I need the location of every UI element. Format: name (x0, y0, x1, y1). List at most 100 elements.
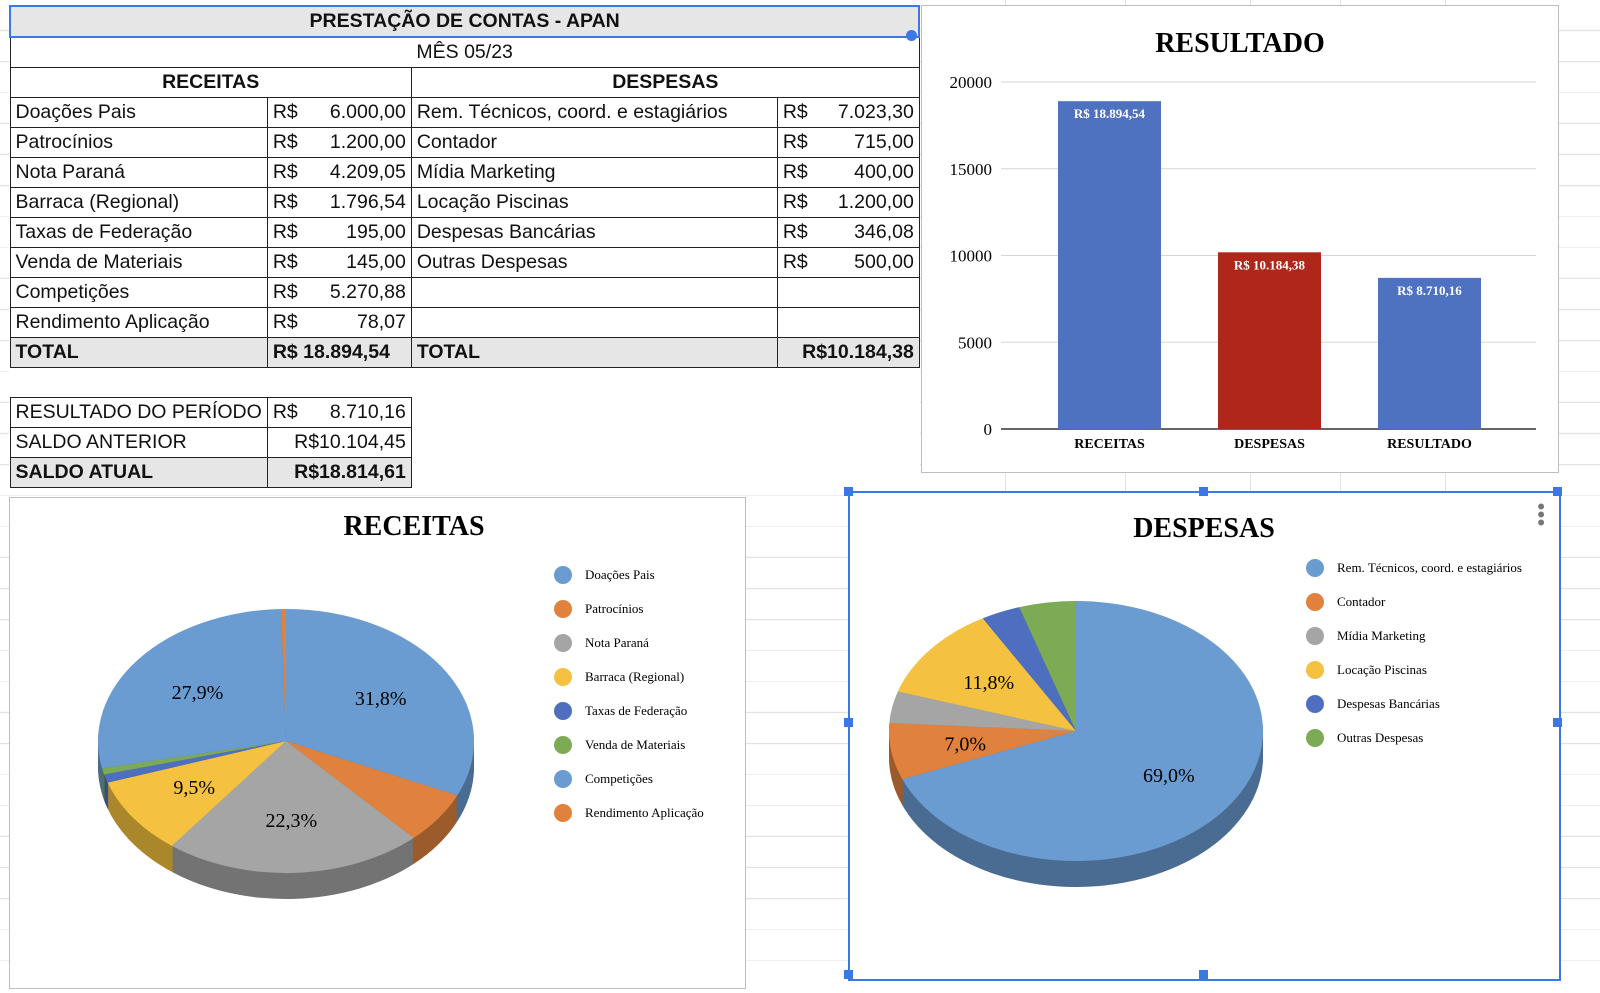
legend-marker (1306, 559, 1324, 577)
amount: 78,07 (357, 311, 406, 333)
chart-title: RESULTADO (1155, 28, 1325, 59)
despesa-label[interactable]: Rem. Técnicos, coord. e estagiários (410, 97, 778, 128)
table-row: Barraca (Regional) R$ 1.796,54 Locação Pi… (9, 187, 920, 218)
resize-handle[interactable] (844, 970, 853, 979)
receita-label[interactable]: Taxas de Federação (9, 217, 268, 248)
receita-label[interactable]: Nota Paraná (9, 157, 268, 188)
receita-value[interactable]: R$ 4.209,05 (266, 157, 412, 188)
despesa-value[interactable]: R$ 1.200,00 (776, 187, 920, 218)
slice-label: 7,0% (944, 733, 986, 755)
receita-value[interactable]: R$ 195,00 (266, 217, 412, 248)
saldo-atual-value[interactable]: R$18.814,61 (266, 457, 412, 488)
resultado-value[interactable]: R$ 8.710,16 (266, 397, 412, 428)
despesa-label[interactable]: Despesas Bancárias (410, 217, 778, 248)
legend-label: Locação Piscinas (1337, 662, 1427, 677)
data-label: R$ 18.894,54 (1074, 106, 1146, 121)
receita-value[interactable]: R$ 145,00 (266, 247, 412, 278)
saldo-atual-label[interactable]: SALDO ATUAL (9, 457, 268, 488)
amount: 500,00 (854, 251, 914, 273)
despesa-value[interactable]: R$ 7.023,30 (776, 97, 920, 128)
receita-label[interactable]: Venda de Materiais (9, 247, 268, 278)
despesa-label[interactable]: Locação Piscinas (410, 187, 778, 218)
saldo-anterior-value[interactable]: R$10.104,45 (266, 427, 412, 458)
receitas-pie-panel[interactable]: RECEITAS 31,8% 22,3% 9,5% 27,9% Doações Pais P… (9, 497, 746, 989)
legend-label: Outras Despesas (1337, 730, 1423, 745)
currency: R$ (782, 161, 808, 183)
more-options-icon[interactable]: • • • (1537, 494, 1545, 535)
receita-value[interactable]: R$ 1.796,54 (266, 187, 412, 218)
bar-chart: RESULTADO 0 5000 10000 15000 20000 R$ 18.894,5… (950, 28, 1536, 452)
selection-handle[interactable] (906, 30, 917, 41)
receita-value[interactable]: R$ 6.000,00 (266, 97, 412, 128)
pie-slice (107, 741, 286, 846)
receita-label[interactable]: Competições (9, 277, 268, 308)
resize-handle[interactable] (1199, 487, 1208, 496)
despesa-value[interactable]: R$ 715,00 (776, 127, 920, 158)
y-tick-label: 20000 (950, 73, 993, 92)
amount: 195,00 (346, 221, 406, 243)
resize-handle[interactable] (1553, 718, 1562, 727)
bar-chart-panel[interactable]: RESULTADO 0 5000 10000 15000 20000 R$ 18.894,5… (921, 5, 1559, 473)
resize-handle[interactable] (1199, 970, 1208, 979)
x-tick-label: RECEITAS (1074, 437, 1145, 452)
pie-slice (97, 609, 286, 769)
total-despesas-value[interactable]: R$10.184,38 (776, 337, 920, 368)
resize-handle[interactable] (844, 487, 853, 496)
receita-value[interactable]: R$ 1.200,00 (266, 127, 412, 158)
pie-slice (102, 741, 286, 775)
receita-value[interactable]: R$ 5.270,88 (266, 277, 412, 308)
slice-label: 11,8% (963, 672, 1014, 694)
despesa-value[interactable] (776, 307, 920, 338)
table-row: Doações Pais R$ 6.000,00 Rem. Técnicos, c… (9, 97, 920, 128)
despesa-label[interactable]: Contador (410, 127, 778, 158)
despesa-label[interactable] (410, 277, 778, 308)
despesa-value[interactable]: R$ 346,08 (776, 217, 920, 248)
despesas-pie-panel[interactable]: DESPESAS 69,0% 7,0% 11,8% Rem. Técnicos, coo… (848, 491, 1561, 981)
pie-slice (286, 609, 475, 796)
despesas-pie-chart: DESPESAS 69,0% 7,0% 11,8% Rem. Técnicos, coo… (889, 513, 1522, 887)
data-label: R$ 8.710,16 (1397, 283, 1462, 298)
receita-value[interactable]: R$ 78,07 (266, 307, 412, 338)
blank-row[interactable] (10, 368, 919, 398)
receita-label[interactable]: Barraca (Regional) (9, 187, 268, 218)
receita-label[interactable]: Doações Pais (9, 97, 268, 128)
despesa-value[interactable]: R$ 400,00 (776, 157, 920, 188)
despesa-label[interactable] (410, 307, 778, 338)
despesa-value[interactable] (776, 277, 920, 308)
pie-slice (1019, 601, 1076, 731)
despesa-label[interactable]: Mídia Marketing (410, 157, 778, 188)
receitas-header[interactable]: RECEITAS (9, 67, 412, 98)
slice-label: 27,9% (172, 682, 224, 704)
month-label[interactable]: MÊS 05/23 (9, 36, 920, 68)
legend-label: Despesas Bancárias (1337, 696, 1440, 711)
resize-handle[interactable] (844, 718, 853, 727)
legend-marker (554, 736, 572, 754)
legend-marker (554, 634, 572, 652)
resultado-label[interactable]: RESULTADO DO PERÍODO (9, 397, 268, 428)
currency: R$ (272, 281, 298, 303)
bar (1058, 101, 1161, 429)
legend-label: Competições (585, 771, 653, 786)
receita-label[interactable]: Patrocínios (9, 127, 268, 158)
pie-slice (171, 741, 414, 873)
despesa-value[interactable]: R$ 500,00 (776, 247, 920, 278)
sheet-title[interactable]: PRESTAÇÃO DE CONTAS - APAN (8, 5, 921, 38)
amount: 8.710,16 (329, 401, 406, 423)
saldo-anterior-label[interactable]: SALDO ANTERIOR (9, 427, 268, 458)
amount: 4.209,05 (329, 161, 406, 183)
bar (1378, 277, 1481, 429)
resize-handle[interactable] (1553, 487, 1562, 496)
amount: 1.200,00 (837, 191, 914, 213)
table-row: Venda de Materiais R$ 145,00 Outras Despe… (9, 247, 920, 278)
amount: 346,08 (854, 221, 914, 243)
total-receitas-label[interactable]: TOTAL (9, 337, 268, 368)
total-despesas-label[interactable]: TOTAL (410, 337, 778, 368)
currency: R$ (272, 311, 298, 333)
pie-slice (281, 609, 286, 741)
receita-label[interactable]: Rendimento Aplicação (9, 307, 268, 338)
currency: R$ (272, 101, 298, 123)
currency: R$ (272, 161, 298, 183)
despesa-label[interactable]: Outras Despesas (410, 247, 778, 278)
despesas-header[interactable]: DESPESAS (410, 67, 920, 98)
total-receitas-value[interactable]: R$ 18.894,54 (266, 337, 412, 368)
